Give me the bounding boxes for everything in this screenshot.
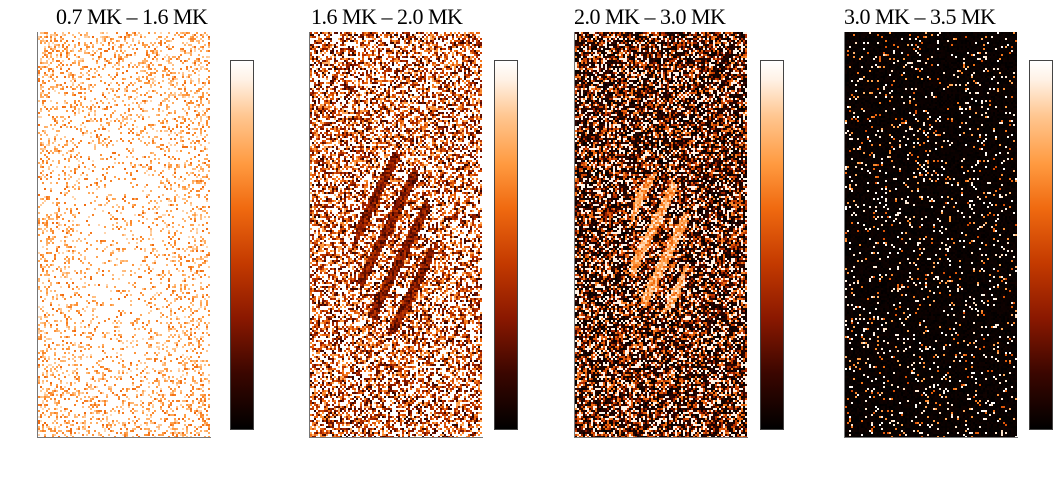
colorbar xyxy=(230,60,254,430)
emission-map xyxy=(575,32,747,437)
emission-map-canvas xyxy=(575,32,747,437)
emission-map xyxy=(310,32,482,437)
panel-4: 3.0 MK – 3.5 MK xyxy=(789,0,1053,479)
panel-title: 0.7 MK – 1.6 MK xyxy=(56,4,208,29)
panel-3: 2.0 MK – 3.0 MK xyxy=(526,0,789,479)
panel-1: 0.7 MK – 1.6 MK xyxy=(0,0,263,479)
panel-title: 1.6 MK – 2.0 MK xyxy=(311,4,463,29)
colorbar xyxy=(494,60,518,430)
colorbar xyxy=(760,60,784,430)
emission-map-canvas xyxy=(38,32,210,437)
emission-map xyxy=(38,32,210,437)
emission-map xyxy=(845,32,1017,437)
colorbar xyxy=(1029,60,1053,430)
panel-title: 3.0 MK – 3.5 MK xyxy=(844,4,996,29)
emission-map-canvas xyxy=(310,32,482,437)
panel-title: 2.0 MK – 3.0 MK xyxy=(574,4,726,29)
panel-2: 1.6 MK – 2.0 MK xyxy=(263,0,526,479)
emission-map-canvas xyxy=(845,32,1017,437)
